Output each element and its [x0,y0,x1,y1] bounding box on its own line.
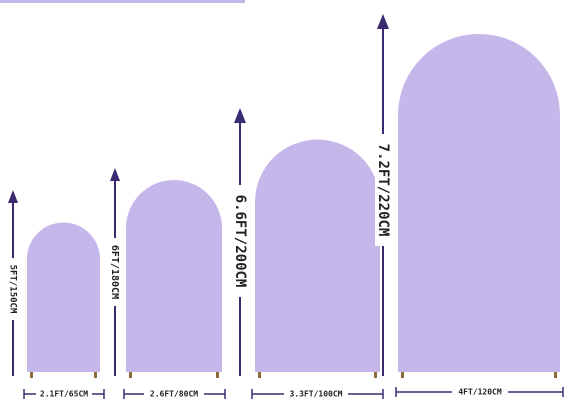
height-label: 6.6FT/200CM [232,195,248,288]
height-label: 7.2FT/220CM [375,144,391,237]
width-label: 3.3FT/100CM [290,390,343,399]
arrow-head [377,14,389,29]
arch [27,222,100,372]
foot [374,372,377,378]
foot [129,372,132,378]
foot [94,372,97,378]
label-bg [284,388,348,400]
label-bg [375,134,391,246]
width-label: 2.1FT/65CM [40,390,88,399]
foot [216,372,219,378]
label-bg [144,388,204,400]
label-bg [8,258,18,320]
label-bg [232,185,248,297]
top-bar [0,0,245,3]
arrow-head [110,168,120,181]
arch [255,139,380,372]
foot [401,372,404,378]
foot [258,372,261,378]
label-bg [452,386,508,398]
arch [398,34,560,372]
foot [30,372,33,378]
width-label: 4FT/120CM [458,388,502,397]
label-bg [109,238,121,306]
height-label: 6FT/180CM [109,245,120,299]
width-label: 2.6FT/80CM [150,390,198,399]
arrow-head [234,108,246,123]
label-bg [36,388,92,400]
foot [554,372,557,378]
arrow-head [8,190,18,203]
height-label: 5FT/150CM [8,265,18,314]
arch [126,180,222,372]
